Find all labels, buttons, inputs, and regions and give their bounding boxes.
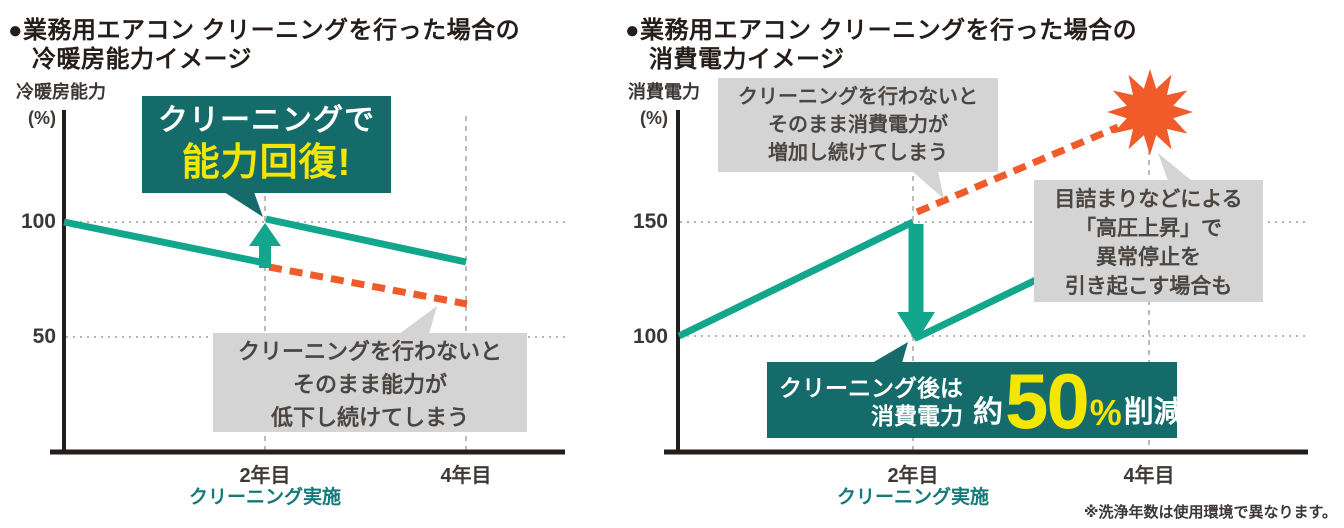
left-recovery-callout-tail [224,192,263,217]
left-chart-title-line2: 冷暖房能力イメージ [32,46,253,73]
left-y-tick-100: 100 [20,210,56,233]
right-chart-title-line2: 消費電力イメージ [649,46,845,73]
right-cleaning-performed-note: クリーニング実施 [836,487,989,508]
savings-value: 50 [1005,357,1090,445]
left-no-cleaning-note-line3: 低下し続けてしまう [270,405,469,430]
right-no-cleaning-note-line1: クリーニングを行わないと [738,86,978,108]
left-x-tick-year2: 2年目 [239,465,291,487]
left-no-cleaning-note-line2: そのまま能力が [292,372,447,397]
right-savings-callout-tail [872,342,908,363]
left-cleaning-performed-note: クリーニング実施 [188,487,341,508]
left-capacity-line-before-cleaning [63,218,266,267]
savings-callout-label: クリーニング後は 消費電力 [779,374,963,430]
left-y-axis-label: 冷暖房能力 [16,82,106,102]
right-y-tick-150: 150 [632,210,668,233]
right-breakdown-note-line3: 異常停止を [1096,246,1201,269]
right-no-cleaning-note: クリーニングを行わないと そのまま消費電力が 増加し続けてしまう [718,78,998,172]
left-no-cleaning-dashed-line [268,263,468,308]
right-no-cleaning-dashed-line [915,123,1120,216]
right-y-axis-unit: (%) [640,108,668,128]
right-breakdown-note: 目詰まりなどによる 「高圧上昇」で 異常停止を 引き起こす場合も [1034,180,1263,302]
right-breakdown-note-line1: 目詰まりなどによる [1054,188,1243,211]
left-capacity-line-after-cleaning [265,215,467,266]
left-recovery-callout: クリーニングで 能力回復! [142,96,391,193]
left-no-cleaning-note: クリーニングを行わないと そのまま能力が 低下し続けてしまう [213,333,527,432]
savings-callout-line2: 消費電力 [871,403,963,429]
right-breakdown-note-callout-tail [1158,153,1192,181]
left-x-tick-year4: 4年目 [440,465,492,487]
right-top-note-callout-tail [912,171,944,199]
left-y-tick-50: 50 [32,325,56,348]
right-power-line-before-cleaning [677,218,915,340]
right-chart-title-line1: ●業務用エアコン クリーニングを行った場合の [625,17,1138,44]
left-recovery-arrow-head [249,223,281,246]
right-drop-arrow-head [897,312,935,342]
right-y-tick-100: 100 [632,325,668,348]
savings-approx-label: 約 [973,396,1003,429]
right-power-line-after-cleaning [914,273,1044,342]
right-x-tick-year4: 4年目 [1123,465,1175,487]
right-no-cleaning-note-line2: そのまま消費電力が [768,114,948,136]
left-recovery-callout-line2: 能力回復! [181,142,352,184]
right-x-tick-year2: 2年目 [887,465,939,487]
right-breakdown-note-line2: 「高圧上昇」で [1075,217,1222,240]
left-note-callout-tail [399,306,437,334]
left-chart-title-line1: ●業務用エアコン クリーニングを行った場合の [8,17,521,44]
savings-callout-line1: クリーニング後は [779,375,963,401]
left-no-cleaning-note-line1: クリーニングを行わないと [237,339,502,364]
footnote: ※洗浄年数は使用環境で異なります。 [1083,504,1337,521]
overload-starburst-icon [1107,69,1193,155]
right-no-cleaning-note-line3: 増加し続けてしまう [768,142,948,164]
right-y-axis-label: 消費電力 [628,82,700,102]
savings-unit: % [1089,392,1122,433]
left-y-axis-unit: (%) [28,108,56,128]
right-savings-callout: クリーニング後は 消費電力 約 50 % 削減 [767,357,1184,445]
savings-suffix-label: 削減 [1123,396,1184,429]
right-breakdown-note-line4: 引き起こす場合も [1064,275,1233,298]
left-recovery-callout-line1: クリーニングで [158,104,375,137]
